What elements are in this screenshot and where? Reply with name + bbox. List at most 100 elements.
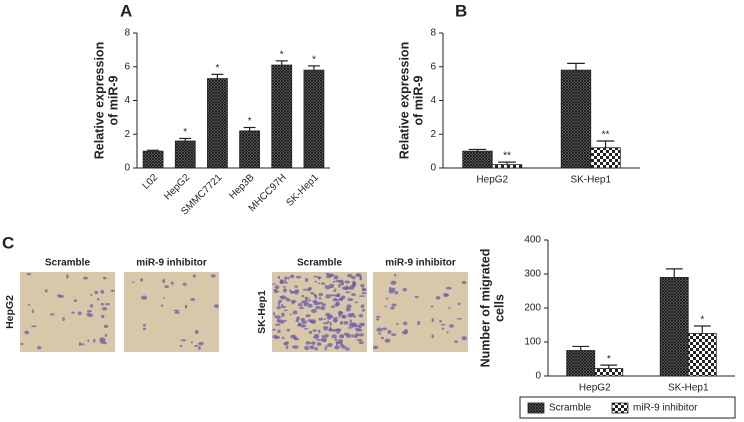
cell [329,316,334,318]
cell [297,303,303,307]
cell [351,282,356,287]
cell [300,324,307,328]
y-tick-label: 400 [524,235,541,246]
cell [320,308,325,311]
cell [80,343,85,346]
y-tick-label: 0 [535,371,541,382]
cell [295,275,302,279]
cell [289,313,293,316]
x-tick-label: HepG2 [162,172,192,202]
cell [301,294,305,298]
cell [104,333,108,337]
cell [358,313,364,318]
y-axis-label: Relative expression [397,42,411,159]
cell [62,316,65,322]
cell [461,280,467,285]
error-bar [147,149,160,152]
cell [110,289,115,292]
error-bar [211,73,224,79]
cell [445,286,452,290]
cell [354,334,358,339]
cell [305,297,310,299]
cell [307,319,313,322]
image-header: Scramble [297,258,342,269]
cell [301,320,308,324]
cell [290,290,294,294]
significance: * [312,55,316,66]
x-tick-label: HepG2 [476,175,508,186]
cell [332,329,338,332]
cell [345,347,350,351]
cell [286,298,291,302]
cell [274,315,277,319]
cell [314,280,317,283]
cell [292,345,299,349]
cell [322,322,329,325]
legend-box [519,396,736,419]
significance: * [248,116,252,127]
cell [435,296,441,300]
cell [162,297,165,299]
cell [353,325,360,328]
cell [281,312,285,317]
cell [327,320,330,324]
cell [285,345,289,350]
y-tick-label: 2 [430,129,436,140]
cell [284,279,287,283]
cell [274,336,281,339]
cell [388,289,395,294]
cell [305,314,311,318]
cell [304,277,309,283]
cell [390,306,395,310]
cell [333,289,337,292]
cell [194,344,199,347]
cell [361,308,366,312]
cell [180,339,187,342]
cell [87,339,90,342]
cell [274,285,280,289]
significance: * [607,354,611,365]
cell [312,329,317,332]
cell [356,338,363,342]
error-bar [243,126,256,131]
y-tick-label: 6 [124,61,130,72]
bar [687,333,717,377]
cell [296,316,300,321]
cell [334,288,337,291]
error-bar [665,268,683,278]
cell [327,342,333,347]
cell [284,275,287,280]
error-bar [179,137,192,141]
cell [272,312,276,316]
cell [94,290,99,295]
cell [339,343,344,347]
significance: * [183,127,187,138]
cell [332,317,339,319]
cell [332,318,337,322]
cell [331,334,338,339]
cell [378,332,382,335]
cell [359,274,362,279]
cell [381,327,388,331]
bar [303,69,325,169]
micrograph [20,272,115,352]
cell [361,322,365,326]
cell [321,303,326,307]
cell [304,296,307,300]
cell [351,312,355,316]
cell [345,291,351,294]
cell [100,289,105,294]
cell [386,297,389,300]
cell [325,312,331,317]
cell [384,338,391,343]
y-tick-label: 8 [430,28,436,39]
cell [402,288,407,292]
cell [401,330,408,335]
cell [286,328,291,332]
cell [313,293,316,297]
cell [454,340,458,344]
bar [239,130,260,169]
row-label: HepG2 [4,295,16,329]
cell [278,321,282,324]
